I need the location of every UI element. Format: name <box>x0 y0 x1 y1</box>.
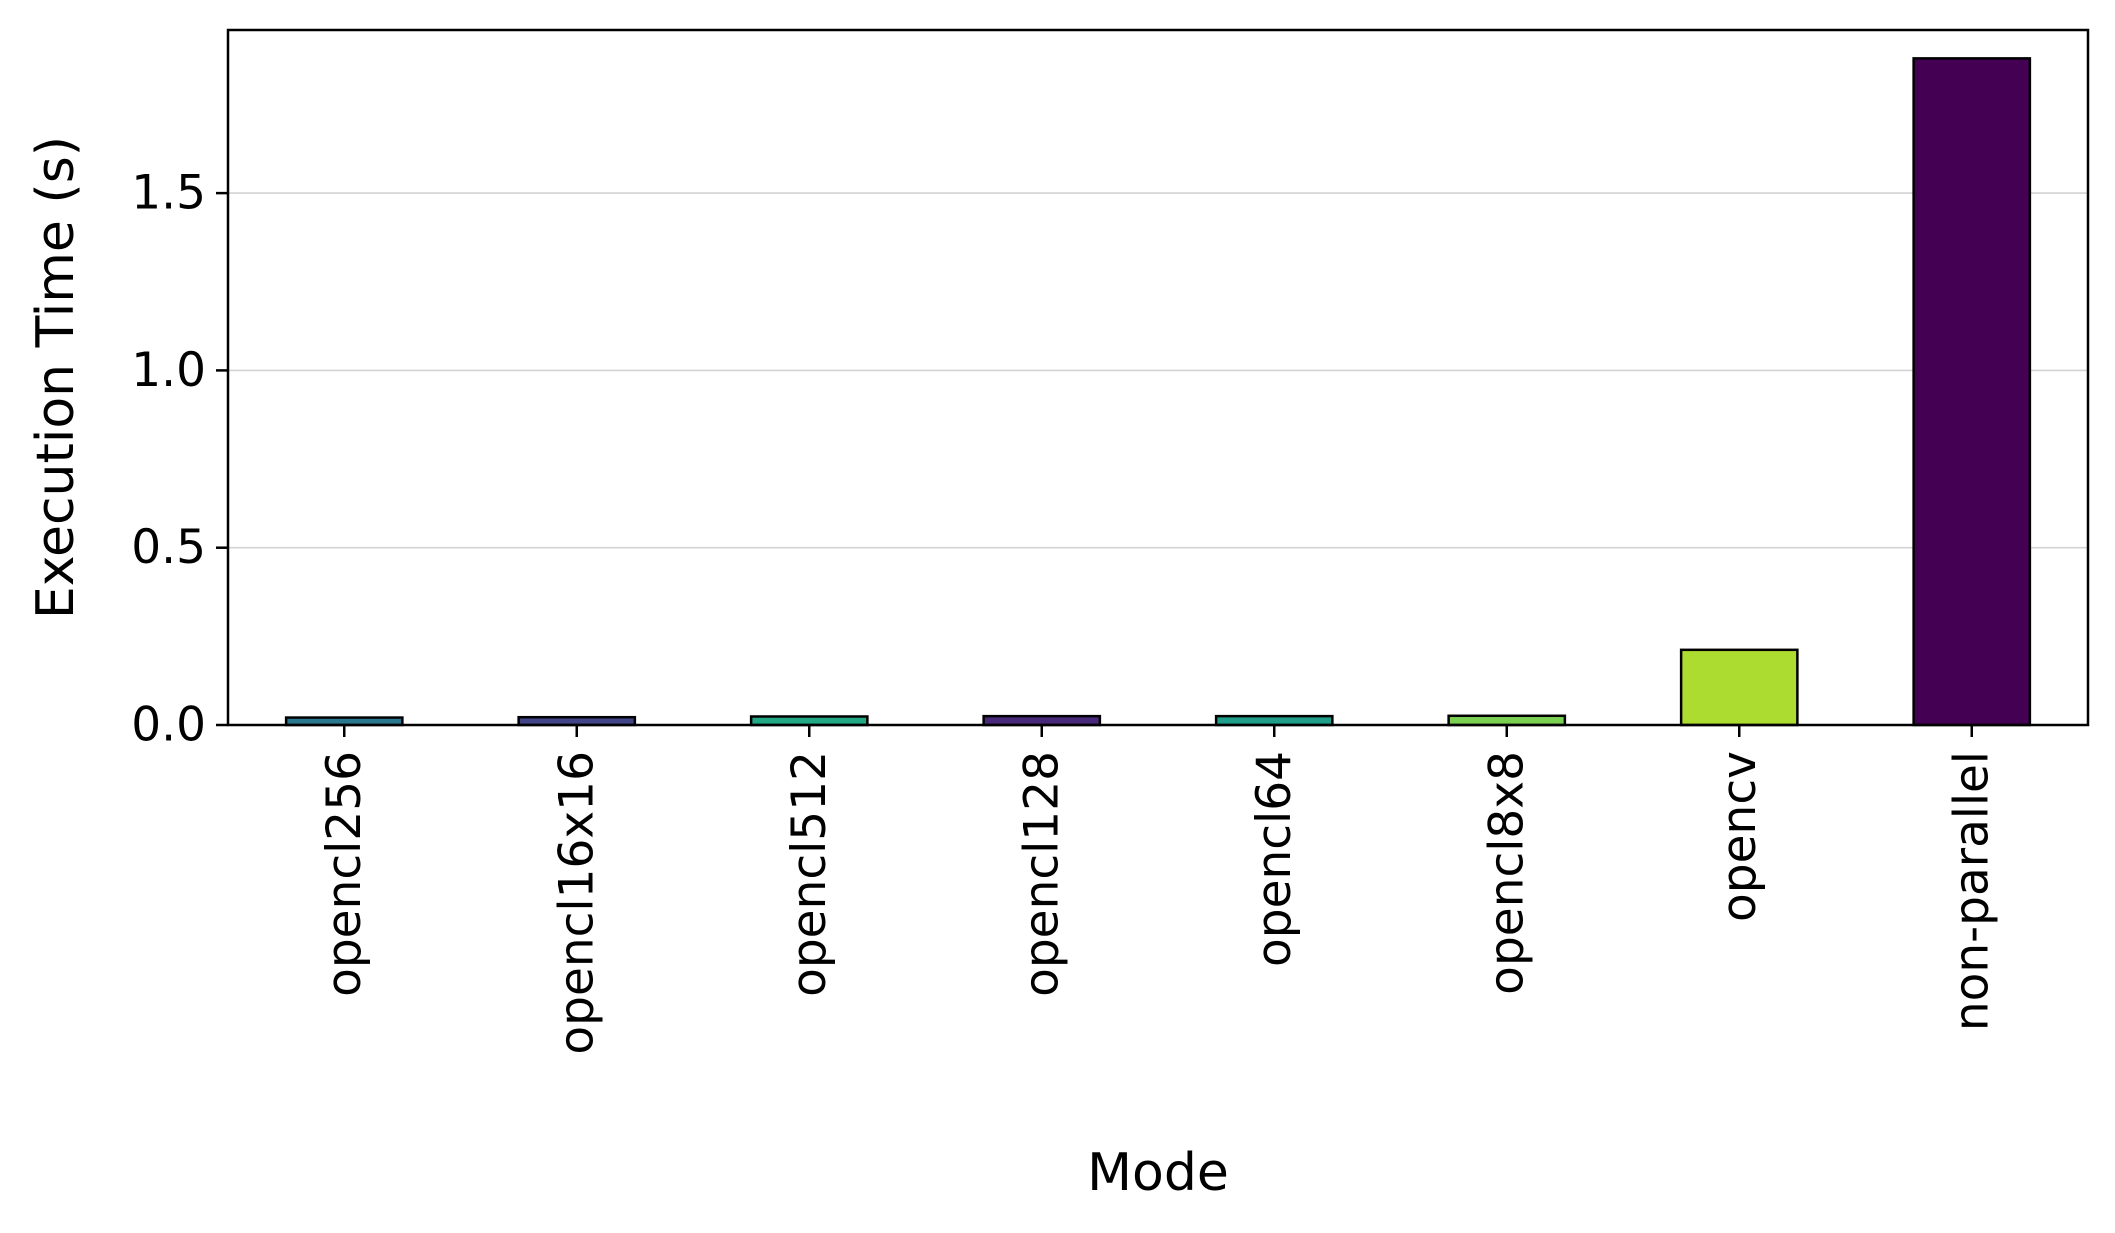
bar-opencl64 <box>1214 714 1334 727</box>
bar-non-parallel <box>1912 57 2032 727</box>
plot-frame <box>226 28 2090 727</box>
y-tick-label: 1.5 <box>131 166 206 221</box>
bar-opencl128 <box>982 714 1102 727</box>
x-tick-label: opencv <box>1712 751 1767 922</box>
y-axis-ticks: 0.0 0.5 1.0 1.5 <box>131 166 228 753</box>
y-tick-label: 0.0 <box>131 698 206 753</box>
x-tick-label: opencl16x16 <box>549 751 604 1055</box>
x-axis-ticks: opencl256 opencl16x16 opencl512 opencl128 op… <box>317 725 1999 1055</box>
y-axis-label: Execution Time (s) <box>26 136 86 619</box>
bar-opencv <box>1679 648 1799 727</box>
bar-opencl512 <box>749 715 869 727</box>
x-axis-label: Mode <box>1087 1143 1229 1203</box>
y-tick-label: 1.0 <box>131 343 206 398</box>
bars <box>284 57 2032 727</box>
x-tick-label: opencl512 <box>782 751 837 997</box>
bar-opencl8x8 <box>1447 714 1567 727</box>
x-tick-label: non-parallel <box>1944 751 1999 1031</box>
x-tick-label: opencl128 <box>1014 751 1069 997</box>
x-tick-label: opencl8x8 <box>1479 751 1534 995</box>
grid-lines <box>228 192 2088 549</box>
y-tick-label: 0.5 <box>131 520 206 575</box>
x-tick-label: opencl256 <box>317 751 372 997</box>
x-tick-label: opencl64 <box>1247 751 1302 967</box>
